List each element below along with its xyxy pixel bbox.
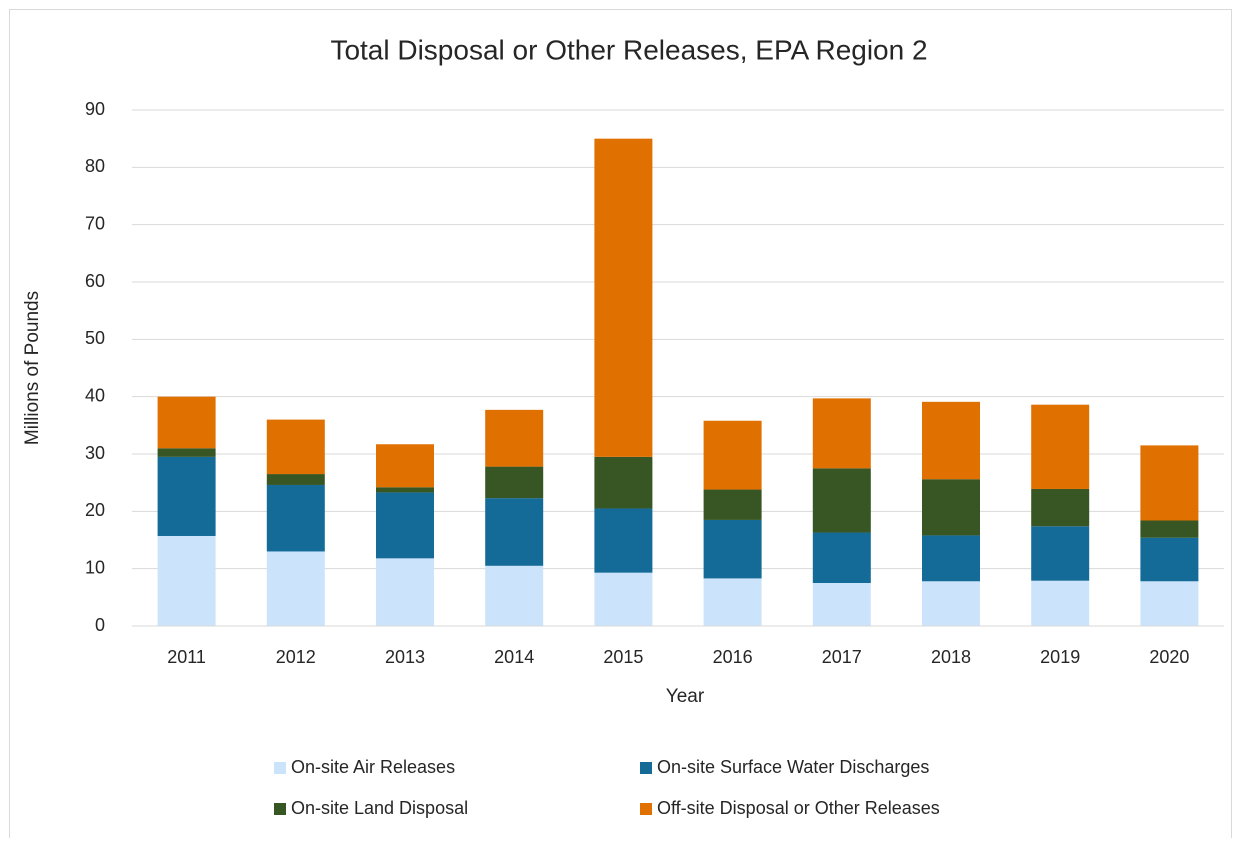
y-axis-label: Millions of Pounds: [22, 291, 43, 445]
bar-segment: [594, 508, 653, 573]
bar-segment: [1031, 526, 1090, 581]
bar-segment: [1031, 488, 1090, 527]
chart-title: Total Disposal or Other Releases, EPA Re…: [330, 34, 927, 65]
bar-segment: [266, 474, 325, 485]
x-tick-label: 2014: [494, 647, 534, 667]
bar-segment: [703, 578, 762, 626]
y-tick-label: 70: [85, 213, 105, 233]
bar-segment: [1140, 537, 1199, 582]
y-tick-label: 20: [85, 500, 105, 520]
x-tick-label: 2015: [603, 647, 643, 667]
legend-swatch: [274, 803, 286, 815]
x-tick-label: 2016: [713, 647, 753, 667]
bar-segment: [594, 138, 653, 457]
bar-segment: [376, 558, 434, 626]
y-tick-label: 80: [85, 156, 105, 176]
bar-segment: [1031, 580, 1090, 626]
x-tick-label: 2011: [167, 647, 206, 667]
bar-segment: [157, 535, 216, 626]
bar-segment: [485, 409, 544, 467]
y-tick-label: 0: [95, 615, 105, 635]
bar-segment: [376, 444, 434, 488]
legend-swatch: [274, 762, 286, 774]
bar-segment: [922, 535, 980, 582]
bar-segment: [812, 468, 871, 533]
bar-segment: [266, 551, 325, 626]
bar-segment: [812, 398, 871, 469]
legend-label: On-site Air Releases: [291, 757, 455, 777]
x-tick-label: 2013: [385, 647, 425, 667]
bar-segment: [157, 396, 216, 449]
bar-segment: [812, 583, 871, 626]
bar-segment: [703, 519, 762, 579]
bar-segment: [922, 479, 980, 536]
bar-segment: [703, 420, 762, 490]
bar-segment: [594, 456, 653, 509]
x-axis-label: Year: [666, 686, 705, 707]
bar-segment: [1140, 520, 1199, 538]
bar-segment: [594, 572, 653, 626]
legend-swatch: [640, 762, 652, 774]
bar-segment: [1031, 404, 1090, 489]
bar-segment: [1140, 445, 1199, 521]
bar-segment: [266, 484, 325, 552]
bar-segment: [157, 456, 216, 536]
y-tick-label: 60: [85, 271, 105, 291]
x-tick-label: 2020: [1149, 647, 1189, 667]
x-tick-label: 2012: [276, 647, 316, 667]
bar-segment: [922, 581, 980, 626]
y-tick-label: 10: [85, 557, 105, 577]
legend-label: On-site Land Disposal: [291, 798, 468, 818]
bar-segment: [266, 419, 325, 475]
y-tick-label: 40: [85, 385, 105, 405]
legend-label: Off-site Disposal or Other Releases: [657, 798, 940, 818]
bar-segment: [703, 489, 762, 520]
bar-segment: [922, 401, 980, 480]
x-tick-label: 2017: [822, 647, 862, 667]
bar-segment: [485, 498, 544, 566]
y-tick-label: 90: [85, 99, 105, 119]
x-tick-label: 2019: [1040, 647, 1080, 667]
bar-segment: [485, 565, 544, 626]
bar-segment: [376, 492, 434, 559]
y-tick-label: 30: [85, 443, 105, 463]
y-tick-label: 50: [85, 328, 105, 348]
bar-segment: [485, 466, 544, 499]
bar-segment: [812, 532, 871, 583]
bar-segment: [376, 487, 434, 493]
bar-segment: [1140, 581, 1199, 626]
legend-swatch: [640, 803, 652, 815]
x-tick-label: 2018: [931, 647, 971, 667]
legend-label: On-site Surface Water Discharges: [657, 757, 929, 777]
bar-segment: [157, 448, 216, 457]
